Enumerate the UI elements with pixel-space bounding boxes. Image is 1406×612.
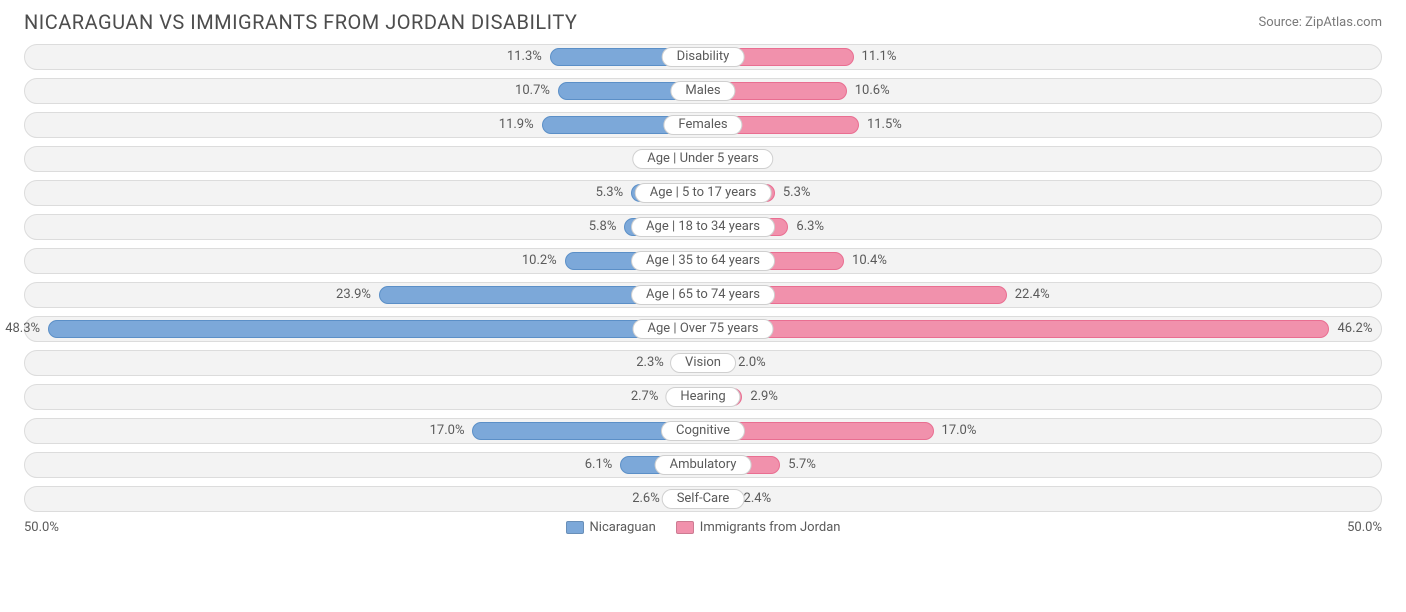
value-left: 11.3% [507, 48, 542, 66]
chart-source: Source: ZipAtlas.com [1258, 15, 1382, 30]
chart-row: 11.3% 11.1% Disability [24, 44, 1382, 70]
value-left: 17.0% [430, 422, 465, 440]
chart-title: NICARAGUAN VS IMMIGRANTS FROM JORDAN DIS… [24, 10, 577, 34]
value-left: 2.6% [632, 490, 660, 508]
value-right: 22.4% [1015, 286, 1050, 304]
chart-row: 2.6% 2.4%Self-Care [24, 486, 1382, 512]
value-right: 6.3% [796, 218, 824, 236]
category-label: Disability [662, 47, 745, 67]
value-right: 2.9% [750, 388, 778, 406]
chart-row: 10.2% 10.4% Age | 35 to 64 years [24, 248, 1382, 274]
axis-label-left: 50.0% [24, 520, 59, 535]
category-label: Age | 18 to 34 years [631, 217, 775, 237]
value-left: 5.3% [596, 184, 624, 202]
chart-row: 6.1% 5.7% Ambulatory [24, 452, 1382, 478]
value-right: 11.5% [867, 116, 902, 134]
category-label: Cognitive [661, 421, 745, 441]
chart-row: 2.3% 2.0%Vision [24, 350, 1382, 376]
legend-label-right: Immigrants from Jordan [700, 520, 841, 535]
legend-swatch-right [676, 521, 694, 534]
category-label: Age | 35 to 64 years [631, 251, 775, 271]
value-right: 46.2% [1337, 320, 1372, 338]
legend-swatch-left [566, 521, 584, 534]
value-right: 2.4% [744, 490, 772, 508]
value-right: 17.0% [942, 422, 977, 440]
category-label: Females [663, 115, 742, 135]
legend-item-left: Nicaraguan [566, 520, 656, 535]
value-right: 11.1% [862, 48, 897, 66]
category-label: Males [670, 81, 735, 101]
value-left: 6.1% [585, 456, 613, 474]
category-label: Age | Over 75 years [633, 319, 774, 339]
category-label: Vision [670, 353, 736, 373]
category-label: Self-Care [662, 489, 745, 509]
value-left: 48.3% [5, 320, 40, 338]
chart-row: 48.3%46.2%Age | Over 75 years [24, 316, 1382, 342]
legend-item-right: Immigrants from Jordan [676, 520, 841, 535]
category-label: Ambulatory [655, 455, 752, 475]
category-label: Age | Under 5 years [632, 149, 773, 169]
category-label: Age | 65 to 74 years [631, 285, 775, 305]
legend: Nicaraguan Immigrants from Jordan [566, 520, 841, 535]
chart-row: 5.8% 6.3% Age | 18 to 34 years [24, 214, 1382, 240]
value-left: 10.2% [522, 252, 557, 270]
chart-row: 2.7% 2.9% Hearing [24, 384, 1382, 410]
chart-row: 5.3% 5.3% Age | 5 to 17 years [24, 180, 1382, 206]
category-label: Hearing [665, 387, 740, 407]
value-right: 2.0% [738, 354, 766, 372]
value-left: 10.7% [515, 82, 550, 100]
value-left: 5.8% [589, 218, 617, 236]
value-left: 2.7% [631, 388, 659, 406]
bar-left [48, 320, 703, 338]
value-left: 23.9% [336, 286, 371, 304]
bar-right [703, 320, 1329, 338]
value-right: 10.6% [855, 82, 890, 100]
value-left: 2.3% [636, 354, 664, 372]
chart-area: 11.3% 11.1% Disability 10.7% 10.6% Males 11.9%… [0, 40, 1406, 512]
chart-row: 17.0% 17.0% Cognitive [24, 418, 1382, 444]
category-label: Age | 5 to 17 years [635, 183, 772, 203]
value-right: 5.3% [783, 184, 811, 202]
chart-row: 10.7% 10.6% Males [24, 78, 1382, 104]
axis-label-right: 50.0% [1347, 520, 1382, 535]
value-right: 5.7% [788, 456, 816, 474]
chart-row: 23.9% 22.4% Age | 65 to 74 years [24, 282, 1382, 308]
value-left: 11.9% [499, 116, 534, 134]
legend-label-left: Nicaraguan [590, 520, 656, 535]
chart-row: 11.9% 11.5% Females [24, 112, 1382, 138]
value-right: 10.4% [852, 252, 887, 270]
chart-row: 1.1%1.1%Age | Under 5 years [24, 146, 1382, 172]
